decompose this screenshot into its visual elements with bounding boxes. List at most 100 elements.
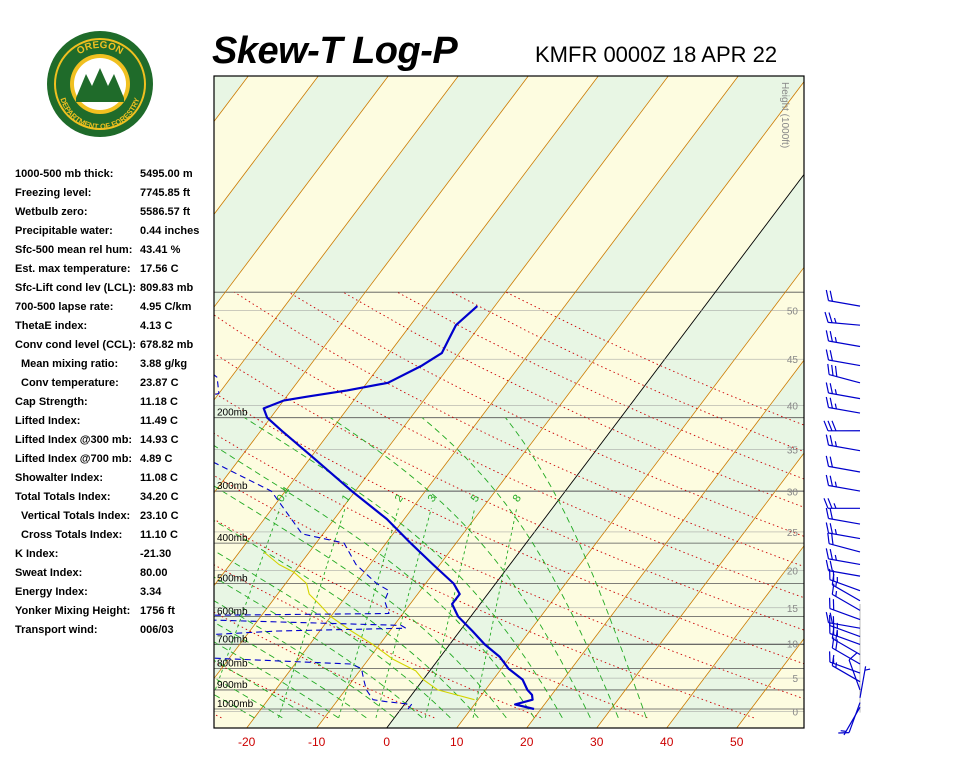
height-tick-label: 20 bbox=[787, 567, 799, 578]
wind-barb-half-flag bbox=[835, 662, 838, 668]
height-tick-label: 40 bbox=[787, 401, 799, 412]
wind-barb-half-flag bbox=[834, 481, 837, 488]
plot-area bbox=[0, 66, 960, 738]
stat-value: 5495.00 m bbox=[140, 168, 193, 180]
stat-value: 11.10 C bbox=[140, 529, 178, 541]
wind-barb-flag bbox=[825, 474, 830, 486]
stat-label: Yonker Mixing Height: bbox=[15, 605, 131, 617]
stat-label: Vertical Totals Index: bbox=[21, 510, 131, 522]
wind-barb-flag bbox=[829, 548, 833, 560]
wind-barb-staff bbox=[828, 517, 861, 525]
isotherm-line bbox=[214, 76, 599, 587]
wind-barb bbox=[825, 455, 861, 473]
stat-label: Cap Strength: bbox=[15, 396, 88, 408]
wind-barb-staff bbox=[828, 321, 861, 326]
wind-barb-flag bbox=[825, 382, 830, 394]
stat-value: 23.87 C bbox=[140, 377, 179, 389]
wind-barb-flag bbox=[831, 420, 837, 432]
moist-adiabat bbox=[214, 485, 507, 719]
temperature-band bbox=[799, 66, 960, 738]
wind-barb-flag bbox=[825, 289, 830, 301]
zero-isotherm bbox=[386, 173, 804, 728]
isotherm-line bbox=[0, 66, 116, 738]
temperature-band bbox=[0, 66, 116, 738]
wind-barb-flag bbox=[829, 290, 833, 302]
wind-barb bbox=[829, 597, 861, 621]
wind-barb-flag bbox=[827, 532, 830, 544]
pressure-label: 700mb bbox=[217, 634, 248, 645]
wind-barb-half-flag bbox=[833, 503, 837, 509]
wind-barb-flag bbox=[825, 330, 830, 342]
mixing-ratio-line bbox=[338, 508, 399, 718]
isotherm-line bbox=[666, 545, 804, 728]
wind-barb-flag bbox=[823, 420, 829, 432]
stat-value: 809.83 mb bbox=[140, 282, 194, 294]
dry-adiabat bbox=[214, 475, 754, 719]
plot-frame bbox=[213, 75, 805, 729]
stat-value: 11.49 C bbox=[140, 415, 178, 427]
wind-barb-staff bbox=[828, 484, 861, 492]
moist-adiabat bbox=[244, 417, 563, 719]
temperature-trace bbox=[262, 305, 535, 711]
dewpoint-trace bbox=[214, 374, 413, 710]
isotherm-line bbox=[214, 76, 319, 215]
mixing-ratio-label: 1 bbox=[340, 493, 353, 505]
stat-value: 4.95 C/km bbox=[140, 301, 192, 313]
wind-barb-staff bbox=[831, 593, 861, 611]
wind-barb-staff bbox=[829, 608, 861, 621]
wind-barb-staff bbox=[848, 702, 861, 733]
moist-adiabat bbox=[214, 576, 423, 719]
stat-label: Conv temperature: bbox=[21, 377, 119, 389]
stat-label: Total Totals Index: bbox=[15, 491, 111, 503]
wind-barb-staff bbox=[828, 532, 861, 540]
height-tick-label: 45 bbox=[787, 355, 799, 366]
isotherm-line bbox=[526, 359, 804, 728]
isotherm-line bbox=[456, 266, 804, 728]
wind-barb-staff bbox=[828, 543, 861, 553]
wind-barb-flag bbox=[825, 507, 830, 519]
wind-barb-staff bbox=[831, 665, 861, 683]
wind-barb-flag bbox=[828, 312, 833, 323]
wind-barb-flag bbox=[825, 611, 830, 623]
wind-barb-flag bbox=[825, 349, 830, 361]
temperature-tick-label: 0 bbox=[383, 735, 390, 749]
dry-adiabat bbox=[214, 611, 435, 719]
wind-barb-staff bbox=[828, 340, 861, 348]
stat-label: Conv cond level (CCL): bbox=[15, 339, 137, 351]
temperature-tick-label: -10 bbox=[308, 735, 326, 749]
stat-value: 3.34 bbox=[140, 586, 162, 598]
wind-barb-half-flag bbox=[834, 528, 837, 535]
wind-barb-flag bbox=[827, 420, 833, 432]
wind-barb-half-flag bbox=[835, 591, 838, 597]
wind-barb-flag bbox=[824, 311, 829, 323]
height-tick-label: 15 bbox=[787, 604, 799, 615]
stat-value: 5586.57 ft bbox=[140, 206, 191, 218]
temperature-tick-label: 50 bbox=[730, 735, 744, 749]
wind-barb bbox=[825, 522, 861, 540]
pressure-label: 300mb bbox=[217, 481, 248, 492]
stat-label: ThetaE index: bbox=[15, 320, 88, 332]
height-tick-label: 10 bbox=[787, 640, 799, 651]
stat-label: 1000-500 mb thick: bbox=[15, 168, 114, 180]
wind-barb-flag bbox=[829, 612, 833, 624]
wind-barb-staff bbox=[828, 406, 861, 414]
isotherm-line bbox=[596, 452, 804, 728]
wind-barb-staff bbox=[843, 706, 861, 736]
wind-barb-flag bbox=[829, 350, 833, 361]
stat-value: 43.41 % bbox=[140, 244, 181, 256]
wind-barb bbox=[825, 611, 861, 629]
stat-label: Est. max temperature: bbox=[15, 263, 131, 275]
isotherm-line bbox=[246, 76, 739, 728]
moist-adiabat bbox=[421, 417, 619, 718]
wind-barb-flag bbox=[829, 508, 833, 520]
wind-barb-flag bbox=[825, 396, 830, 408]
pressure-label: 800mb bbox=[217, 659, 248, 670]
temperature-tick-label: 40 bbox=[660, 735, 674, 749]
mixing-ratio-label: 5 bbox=[469, 493, 482, 505]
moist-adiabat bbox=[214, 600, 395, 719]
stat-label: Lifted Index: bbox=[15, 415, 81, 427]
moist-adiabat bbox=[214, 677, 283, 719]
moist-adiabat bbox=[214, 520, 479, 719]
temperature-tick-label: 30 bbox=[590, 735, 604, 749]
